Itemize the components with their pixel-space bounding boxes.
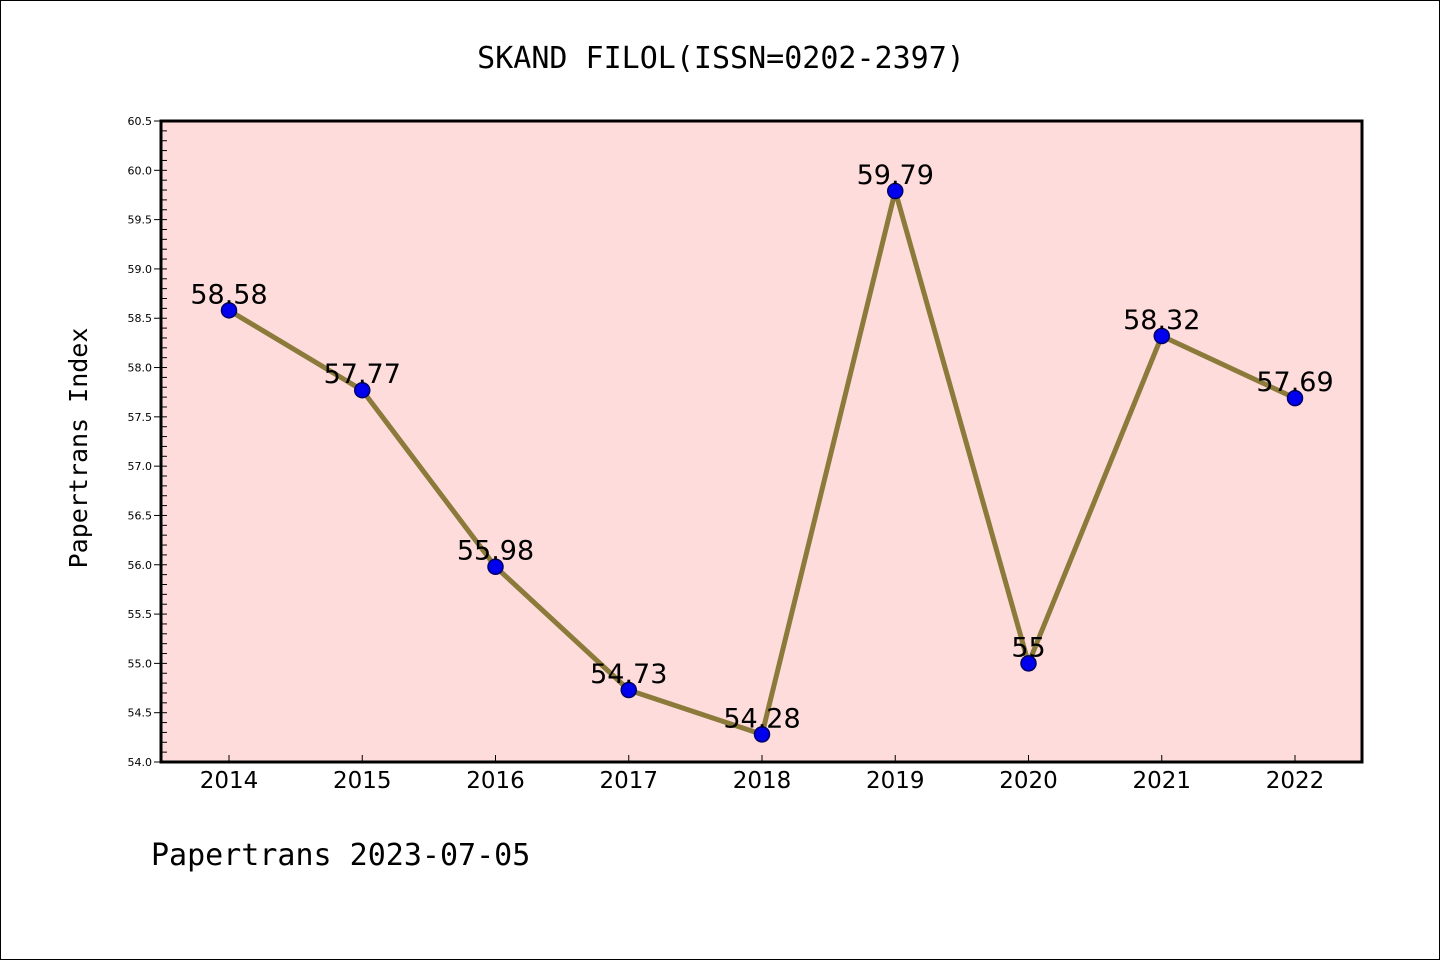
- y-axis: 54.0 54.5 55.0 55.5 56.0 56.5 57.0 57.5 58.0 58.5…: [128, 115, 167, 769]
- y-tick-label: 57.0: [128, 460, 153, 473]
- x-axis: 2014 2015 2016 2017 2018 2019 2020 2021 2022: [200, 755, 1325, 794]
- data-point-marker: [1286, 389, 1304, 407]
- data-label: 55: [1011, 632, 1045, 663]
- x-tick-label: 2015: [333, 768, 392, 794]
- y-tick-label: 58.0: [128, 362, 153, 375]
- y-tick-label: 54.0: [128, 756, 153, 769]
- x-tick-label: 2017: [599, 768, 658, 794]
- y-tick-label: 55.0: [128, 657, 153, 670]
- y-tick-label: 59.0: [128, 263, 153, 276]
- data-point-marker: [887, 182, 904, 200]
- data-label: 58.58: [190, 279, 267, 310]
- data-label: 57.77: [324, 359, 401, 390]
- y-tick-label: 54.5: [128, 707, 153, 720]
- data-markers: [220, 182, 1304, 743]
- data-point-marker: [620, 681, 637, 699]
- data-label: 54.73: [590, 659, 667, 690]
- y-tick-label: 55.5: [128, 608, 153, 621]
- y-tick-label: 56.5: [128, 509, 153, 522]
- data-point-marker: [1153, 327, 1170, 345]
- data-point-marker: [487, 558, 504, 575]
- y-tick-label: 57.5: [128, 411, 153, 424]
- data-label: 59.79: [857, 160, 934, 191]
- y-tick-label: 60.0: [128, 164, 153, 177]
- x-tick-label: 2018: [733, 768, 792, 794]
- data-point-marker: [1020, 655, 1037, 672]
- x-tick-label: 2021: [1132, 768, 1191, 794]
- y-axis-label: Papertrans Index: [64, 328, 93, 569]
- x-tick-label: 2019: [866, 768, 925, 794]
- data-label: 54.28: [723, 703, 800, 734]
- x-tick-label: 2016: [466, 768, 525, 794]
- chart-title: SKAND FILOL(ISSN=0202-2397): [477, 41, 965, 76]
- y-tick-label: 58.5: [128, 312, 153, 325]
- y-tick-label: 56.0: [128, 559, 153, 572]
- data-point-marker: [354, 381, 371, 399]
- data-point-marker: [220, 302, 238, 319]
- x-tick-label: 2022: [1266, 768, 1325, 794]
- y-tick-label: 59.5: [128, 214, 153, 227]
- data-label: 57.69: [1256, 367, 1333, 398]
- footer-text: Papertrans 2023-07-05: [151, 838, 530, 873]
- data-label: 55.98: [457, 536, 534, 567]
- x-tick-label: 2014: [200, 768, 259, 794]
- plot-area: [159, 119, 1364, 764]
- y-tick-label: 60.5: [128, 115, 153, 128]
- data-labels: 58.58 57.77 55.98 54.73 54.28 59.79 55 58.32 57.…: [190, 160, 1333, 734]
- x-tick-label: 2020: [999, 768, 1058, 794]
- data-point-marker: [753, 726, 771, 743]
- data-label: 58.32: [1123, 305, 1200, 336]
